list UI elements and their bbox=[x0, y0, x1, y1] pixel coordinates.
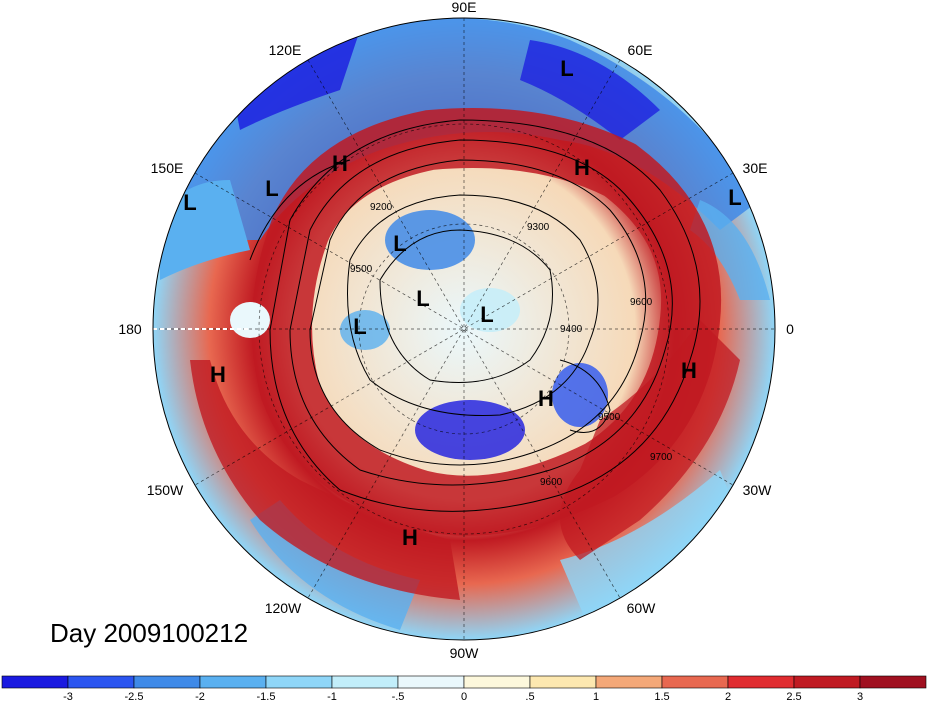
lon-label-90w: 90W bbox=[450, 645, 480, 660]
lon-label-120w: 120W bbox=[265, 600, 302, 616]
colorbar-tick-label: 1.5 bbox=[654, 691, 669, 702]
lon-label-90e: 90E bbox=[452, 0, 477, 15]
colorbar-tick-label: 2 bbox=[725, 691, 731, 702]
colorbar-tick-label: -2.5 bbox=[125, 691, 144, 702]
lon-label-0: 0 bbox=[786, 321, 794, 337]
colorbar-tick-label: -.5 bbox=[392, 691, 405, 702]
colorbar-box bbox=[727, 675, 795, 689]
lon-label-60e: 60E bbox=[628, 42, 653, 58]
lon-label-30w: 30W bbox=[743, 482, 773, 498]
pressure-centers: L L L L L L L L H H H H H H bbox=[183, 56, 741, 550]
colorbar-tick-label: 1 bbox=[593, 691, 599, 702]
contour-labels: 9200 9300 9400 9500 9600 9700 9600 9500 bbox=[350, 202, 673, 488]
contour-label: 9200 bbox=[370, 202, 393, 213]
low-marker: L bbox=[183, 190, 196, 215]
colorbar-tick-label: -2 bbox=[195, 691, 205, 702]
colorbar-tick-label: .5 bbox=[525, 691, 534, 702]
high-marker: H bbox=[681, 358, 697, 383]
low-marker: L bbox=[560, 56, 573, 81]
colorbar-tick-label: -1 bbox=[327, 691, 337, 702]
lon-label-180: 180 bbox=[118, 321, 142, 337]
date-title: Day 2009100212 bbox=[50, 618, 249, 648]
high-marker: H bbox=[402, 525, 418, 550]
map-border bbox=[152, 17, 776, 641]
polar-map: 90E 60E 30E 0 30W 60W 90W 120W 150W 180 … bbox=[118, 0, 794, 660]
colorbar-box bbox=[265, 675, 333, 689]
colorbar-box bbox=[199, 675, 267, 689]
colorbar-tick-label: -1.5 bbox=[257, 691, 276, 702]
colorbar-tick-label: -3 bbox=[63, 691, 73, 702]
low-marker: L bbox=[480, 302, 493, 327]
high-marker: H bbox=[210, 362, 226, 387]
colorbar-tick-label: 3 bbox=[857, 691, 863, 702]
low-marker: L bbox=[265, 176, 278, 201]
high-marker: H bbox=[538, 386, 554, 411]
lon-label-150e: 150E bbox=[151, 160, 184, 176]
colorbar-box bbox=[463, 675, 531, 689]
low-marker: L bbox=[728, 185, 741, 210]
lon-label-120e: 120E bbox=[269, 42, 302, 58]
contour-label: 9400 bbox=[560, 324, 583, 335]
high-marker: H bbox=[574, 155, 590, 180]
geopotential-contours bbox=[249, 119, 701, 512]
colorbar-box bbox=[595, 675, 663, 689]
contour-label: 9500 bbox=[350, 264, 373, 275]
colorbar-box bbox=[793, 675, 861, 689]
colorbar-box bbox=[397, 675, 465, 689]
anomaly-field bbox=[153, 18, 775, 640]
low-marker: L bbox=[353, 314, 366, 339]
colorbar-tick-label: 2.5 bbox=[786, 691, 801, 702]
colorbar-box bbox=[859, 675, 927, 689]
colorbar-box bbox=[661, 675, 729, 689]
lon-label-60w: 60W bbox=[627, 600, 657, 616]
contour-label: 9300 bbox=[527, 222, 550, 233]
colorbar-box bbox=[331, 675, 399, 689]
colorbar-box bbox=[133, 675, 201, 689]
lon-label-150w: 150W bbox=[147, 482, 184, 498]
contour-label: 9600 bbox=[540, 477, 563, 488]
contour-label: 9500 bbox=[598, 412, 621, 423]
colorbar-tick-label: 0 bbox=[461, 691, 467, 702]
contour-label: 9600 bbox=[630, 297, 653, 308]
colorbar-box bbox=[529, 675, 597, 689]
graticule bbox=[153, 18, 775, 640]
colorbar: -3 -2.5 -2 -1.5 -1 -.5 0 .5 1 1.5 2 2.5 3 bbox=[1, 675, 927, 702]
low-marker: L bbox=[393, 231, 406, 256]
high-marker: H bbox=[332, 151, 348, 176]
lon-label-30e: 30E bbox=[743, 160, 768, 176]
low-marker: L bbox=[416, 286, 429, 311]
contour-label: 9700 bbox=[650, 452, 673, 463]
colorbar-box bbox=[1, 675, 69, 689]
colorbar-box bbox=[67, 675, 135, 689]
